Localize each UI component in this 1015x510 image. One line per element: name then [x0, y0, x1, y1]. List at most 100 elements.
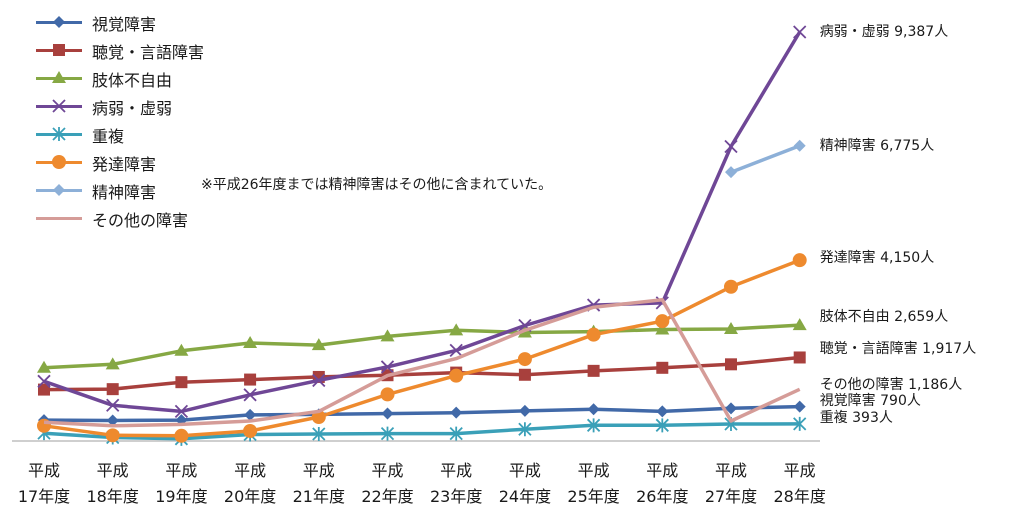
x-tick-label: 平成 20年度 [216, 458, 284, 510]
data-point [106, 414, 119, 427]
x-tick-label-bottom: 26年度 [636, 487, 689, 506]
x-tick-label-bottom: 22年度 [361, 487, 414, 506]
x-tick-label: 平成 24年度 [491, 458, 559, 510]
legend-marker-shape [52, 155, 66, 169]
x-tick-label: 平成 23年度 [422, 458, 490, 510]
data-point [106, 383, 119, 396]
x-tick-label-bottom: 18年度 [86, 487, 139, 506]
series-end-label: 視覚障害 790人 [819, 392, 921, 409]
data-point [244, 408, 257, 421]
series-6 [725, 139, 806, 179]
data-point [311, 338, 326, 351]
data-point [724, 279, 738, 294]
data-point [792, 253, 807, 268]
series-end-label: その他の障害 1,186人 [819, 377, 963, 394]
data-point [793, 351, 806, 364]
data-point [724, 139, 738, 154]
data-point [793, 416, 807, 431]
data-point [449, 368, 464, 383]
x-tick-label-top: 平成 [714, 461, 747, 480]
data-point [655, 322, 670, 335]
x-tick-label-bottom: 28年度 [773, 487, 826, 506]
chart-note: ※平成26年度までは精神障害はその他に含まれていた。 [201, 177, 553, 193]
data-point [380, 426, 395, 441]
data-point [518, 422, 532, 437]
legend-marker-icon [52, 127, 66, 141]
x-tick-label-top: 平成 [646, 461, 679, 480]
x-tick-label-bottom: 23年度 [430, 487, 483, 506]
data-point [656, 405, 669, 418]
legend-label: 精神障害 [92, 183, 157, 202]
series-line [43, 422, 800, 441]
data-point [725, 358, 737, 371]
x-tick-label-bottom: 24年度 [498, 487, 552, 506]
legend-marker-shape [52, 71, 66, 83]
x-tick-label: 平成 25年度 [560, 458, 628, 510]
series-line [43, 298, 801, 428]
data-point [105, 428, 120, 443]
data-point [381, 407, 394, 420]
data-point [380, 329, 395, 342]
data-point [174, 404, 189, 419]
x-tick-label-top: 平成 [96, 461, 129, 480]
data-point [106, 398, 120, 412]
legend-marker-shape [53, 184, 65, 196]
data-point [312, 373, 326, 388]
legend-marker-icon [53, 16, 65, 28]
data-point [725, 402, 737, 415]
data-point [587, 364, 600, 377]
series-line [43, 404, 800, 423]
data-point [244, 373, 257, 386]
data-point [793, 25, 807, 39]
x-tick-label: 平成 17年度 [10, 458, 78, 510]
data-point [725, 166, 737, 179]
x-tick-label: 平成 27年度 [697, 458, 765, 510]
legend-label: 発達障害 [92, 155, 157, 174]
x-tick-label: 平成 19年度 [147, 458, 215, 510]
x-tick-label-top: 平成 [577, 461, 610, 480]
data-point [243, 423, 258, 438]
legend-label: 肢体不自由 [92, 71, 173, 90]
x-tick-label: 平成 26年度 [628, 458, 696, 510]
x-tick-label: 平成 18年度 [79, 458, 147, 510]
data-point [243, 388, 257, 402]
x-tick-label-bottom: 25年度 [567, 487, 620, 506]
legend-marker-icon [52, 99, 66, 113]
data-point [655, 314, 670, 329]
data-point [518, 404, 531, 417]
x-tick-label: 平成 28年度 [766, 458, 834, 510]
x-tick-label-top: 平成 [371, 461, 404, 480]
x-tick-label: 平成 22年度 [354, 458, 422, 510]
x-tick-label-bottom: 19年度 [155, 487, 208, 506]
data-point [174, 343, 189, 356]
x-tick-label-top: 平成 [783, 461, 816, 480]
legend-label: 聴覚・言語障害 [92, 43, 205, 62]
series-7 [43, 298, 801, 428]
data-point [587, 403, 600, 416]
series-end-label: 肢体不自由 2,659人 [819, 309, 949, 326]
x-tick-label-top: 平成 [440, 461, 473, 480]
legend-line [36, 217, 82, 220]
legend-marker-icon [52, 71, 66, 83]
data-point [517, 352, 532, 367]
data-point [37, 360, 51, 373]
series-3 [37, 25, 807, 419]
data-point [312, 427, 326, 442]
series-line [43, 258, 801, 438]
data-point [243, 335, 258, 348]
data-point [518, 368, 531, 381]
series-1 [38, 351, 806, 396]
series-line [43, 355, 800, 392]
legend-marker-icon [52, 155, 66, 169]
data-point [656, 361, 669, 374]
data-point [380, 360, 395, 374]
series-5 [37, 253, 807, 443]
data-point [793, 139, 806, 152]
data-point [105, 357, 120, 370]
legend-marker-shape [52, 127, 66, 141]
legend-marker-shape [53, 16, 65, 28]
series-line [730, 144, 801, 174]
series-end-label: 病弱・虚弱 9,387人 [819, 23, 949, 40]
series-line [43, 323, 800, 370]
x-tick-label-bottom: 20年度 [223, 487, 277, 506]
